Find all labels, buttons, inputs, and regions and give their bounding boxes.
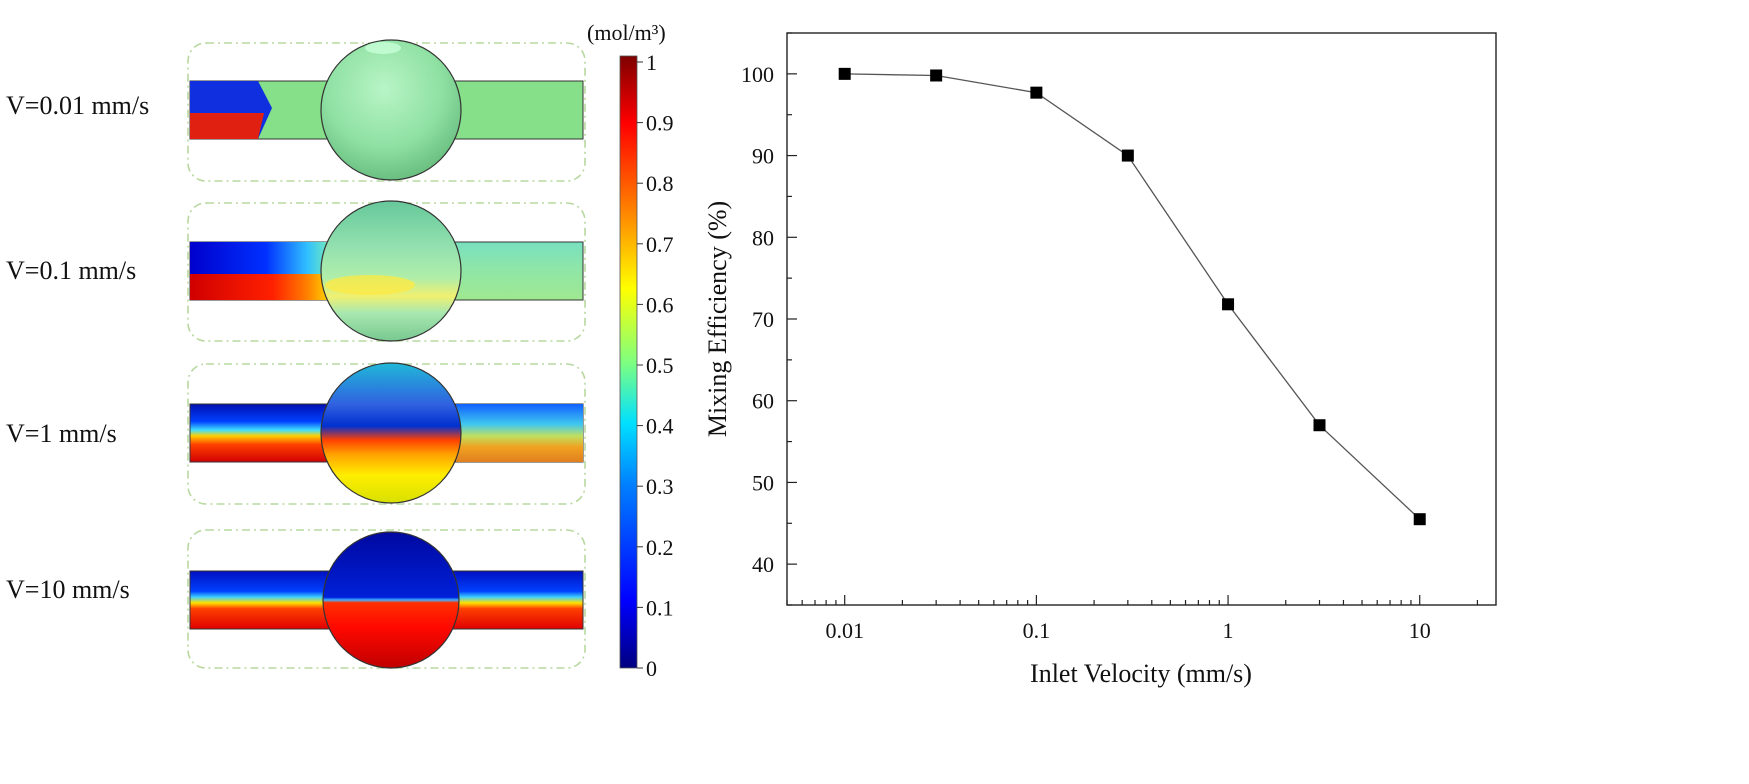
colorbar-tick-label: 0.5 [646, 353, 674, 378]
colorbar: (mol/m³) 1 0.9 0.8 0.7 0.6 0.5 0.4 0.3 0.2 0.1 0 [587, 20, 674, 681]
x-tick-label: 10 [1409, 618, 1431, 643]
panel-frame [187, 529, 586, 669]
colorbar-tick-label: 0.1 [646, 595, 674, 620]
y-tick-label: 70 [752, 307, 774, 332]
inlet-red [190, 113, 264, 139]
y-tick-label: 60 [752, 389, 774, 414]
y-axis-label: Mixing Efficiency (%) [703, 201, 732, 437]
mixing-sphere [320, 200, 462, 342]
colorbar-tick-label: 1 [646, 50, 657, 75]
colorbar-gradient [619, 55, 638, 669]
panel-label-4: V=10 mm/s [6, 575, 130, 604]
colorbar-tick-label: 0.2 [646, 535, 674, 560]
panel-label-3: V=1 mm/s [6, 419, 117, 448]
x-axis-ticks: 0.01 0.1 1 10 [786, 595, 1479, 643]
x-axis-label: Inlet Velocity (mm/s) [1030, 659, 1252, 688]
colorbar-tick-label: 0.9 [646, 111, 674, 136]
colorbar-tick-label: 0.3 [646, 474, 674, 499]
y-tick-label: 100 [741, 62, 774, 87]
sphere-highlight [365, 42, 401, 54]
x-tick-label: 1 [1223, 618, 1234, 643]
y-tick-label: 90 [752, 144, 774, 169]
colorbar-tick-label: 0.8 [646, 171, 674, 196]
mixing-sphere [320, 362, 462, 504]
plot-frame [786, 32, 1497, 606]
simulation-panels: V=0.01 mm/s V=0.1 mm/s V=1 mm/s V=10 mm/… [6, 39, 586, 669]
x-tick-label: 0.01 [825, 618, 864, 643]
data-point [1222, 298, 1235, 311]
sim-panel-2 [187, 200, 586, 342]
series-line [844, 73, 1421, 520]
data-point [838, 67, 851, 80]
data-point [1413, 513, 1426, 526]
colorbar-tick-label: 0.4 [646, 414, 674, 439]
y-tick-label: 50 [752, 470, 774, 495]
panel-label-1: V=0.01 mm/s [6, 91, 149, 120]
panel-label-2: V=0.1 mm/s [6, 256, 136, 285]
y-tick-label: 80 [752, 225, 774, 250]
sim-panel-1 [187, 39, 586, 182]
colorbar-ticks: 1 0.9 0.8 0.7 0.6 0.5 0.4 0.3 0.2 0.1 0 [637, 50, 674, 681]
colorbar-tick-label: 0.7 [646, 232, 674, 257]
data-point [1121, 149, 1134, 162]
mixing-sphere [320, 39, 462, 181]
mixing-plume [325, 275, 415, 295]
outlet [456, 404, 583, 462]
inlet-red [190, 274, 328, 300]
inlet-blue [190, 242, 328, 274]
y-tick-label: 40 [752, 552, 774, 577]
x-tick-label: 0.1 [1023, 618, 1051, 643]
colorbar-tick-label: 0 [646, 656, 657, 681]
sim-panel-3 [187, 362, 586, 505]
sim-panel-4 [187, 529, 586, 669]
colorbar-tick-label: 0.6 [646, 292, 674, 317]
mixing-efficiency-chart: 0.01 0.1 1 10 40 50 60 70 80 90 100 Inlet Velocit… [703, 32, 1497, 688]
mixing-sphere [322, 531, 460, 669]
data-point [930, 69, 943, 82]
colorbar-unit: (mol/m³) [587, 20, 666, 45]
series-markers [838, 67, 1426, 526]
data-point [1030, 86, 1043, 99]
data-point [1313, 419, 1326, 432]
y-axis-ticks: 40 50 60 70 80 90 100 [741, 32, 797, 606]
